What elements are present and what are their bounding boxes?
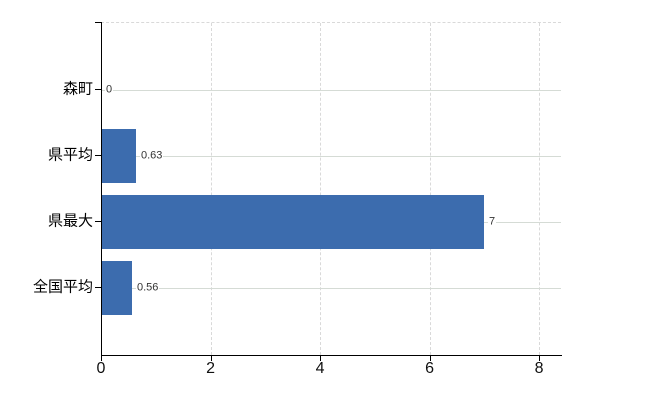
vertical-gridline — [539, 23, 541, 355]
x-axis-line — [101, 355, 562, 356]
category-row-line — [101, 90, 561, 91]
bar-value-label: 0.63 — [140, 149, 164, 163]
y-axis-tick — [95, 287, 101, 288]
bar — [101, 195, 484, 249]
vertical-gridline — [210, 23, 212, 355]
vertical-gridline — [429, 23, 431, 355]
x-tick-label: 8 — [534, 360, 544, 377]
x-tick-label: 6 — [425, 360, 435, 377]
x-axis-tick — [429, 356, 431, 361]
x-tick-label: 0 — [96, 360, 106, 377]
y-axis-tick — [95, 89, 101, 90]
y-axis-tick — [95, 155, 101, 156]
category-label: 県平均 — [47, 146, 93, 164]
y-axis-line — [101, 22, 102, 356]
y-axis-tick — [95, 221, 101, 222]
bar-value-label: 7 — [488, 215, 497, 229]
category-row-line — [101, 156, 561, 157]
x-axis-tick — [210, 356, 212, 361]
plot-area: 0 0.63 7 0.56 — [101, 22, 561, 355]
y-axis-tick — [95, 22, 101, 23]
bar-value-label: 0.56 — [136, 281, 160, 295]
x-axis-tick — [320, 356, 322, 361]
x-tick-label: 4 — [315, 360, 325, 377]
category-label: 全国平均 — [32, 278, 93, 296]
bar — [101, 261, 132, 315]
category-row-line — [101, 288, 561, 289]
vertical-gridline — [320, 23, 322, 355]
x-tick-label: 2 — [206, 360, 215, 377]
category-label: 県最大 — [47, 212, 93, 230]
category-label: 森町 — [62, 80, 93, 98]
x-axis-tick — [101, 356, 102, 361]
bar — [101, 129, 136, 183]
bar-value-label: 0 — [105, 83, 114, 97]
x-axis-tick — [539, 356, 541, 361]
